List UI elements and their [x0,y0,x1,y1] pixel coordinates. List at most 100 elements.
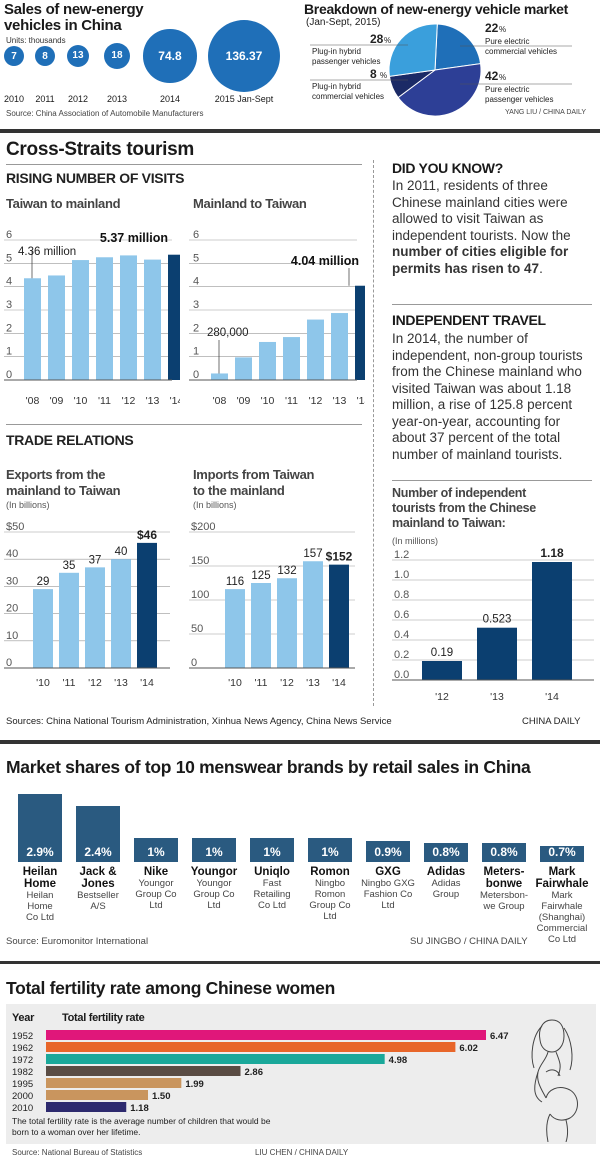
bar [120,255,137,380]
menswear-value-label: 1% [321,845,339,859]
bar-value-label: 29 [37,576,50,588]
ind-chart-unit: (In millions) [392,536,439,546]
bar-value-label: 37 [89,554,102,566]
y-tick-label: 0.0 [394,669,409,681]
bar-value-label: 0.523 [483,614,512,626]
y-tick-label: 100 [191,589,209,601]
y-tick-label: 4 [6,276,12,288]
bar [532,562,572,680]
pie-label: passenger vehicles [312,57,380,66]
bar [355,285,365,380]
y-tick-label: 0.8 [394,589,409,601]
fertility-col-rate: Total fertility rate [62,1012,145,1024]
tourism-source: Sources: China National Tourism Administ… [6,716,392,727]
fertility-value-label: 1.99 [185,1079,204,1090]
imports-title-2: to the mainland [193,483,285,498]
exports-chart: 0 10 20 30 40 $50 '10 29 '11 35 '12 37 '13 40 '14 $46 [4,521,170,689]
y-tick-label: 0 [6,369,12,381]
bar [168,254,180,380]
bar-value-label: 116 [226,576,244,588]
pie-pct-sign: % [384,36,391,45]
fertility-year-label: 1982 [12,1067,33,1078]
bar [72,260,89,380]
nev-bubble: 7 [4,46,24,66]
menswear-brand-company: (Shanghai) [538,912,586,923]
menswear-value-label: 0.9% [374,845,402,859]
fertility-year-label: 2010 [12,1103,33,1114]
nev-sales-title: Sales of new-energy vehicles in China [4,1,144,34]
independent-rule [392,480,592,481]
bar-value-label: 1.18 [540,548,564,560]
bar-value-label: 132 [277,565,296,577]
bar-value-label: 40 [115,546,128,558]
bar-value-label: 0.19 [431,647,453,659]
menswear-brand-company: Ltd [323,911,337,922]
pie-slice [397,63,482,117]
nev-bubble: 13 [66,44,90,68]
tourism-credit: CHINA DAILY [522,716,581,727]
nev-bubble-year: 2012 [67,94,89,104]
annotation: 4.36 million [18,246,76,258]
x-tick-label: '08 [26,395,40,407]
tw-to-main-chart: 0 1 2 3 4 5 6 '08 '09 '10 '11 '12 '13 '14 4.36 million… [4,229,180,407]
dyk-body: In 2011, residents of three Chinese main… [392,178,592,277]
y-tick-label: 1.0 [394,569,409,581]
menswear-bar [540,846,584,862]
bar-value-label: $152 [326,550,353,564]
y-tick-label: 50 [191,623,203,635]
menswear-brand-name: Adidas [426,866,466,878]
fertility-value-label: 1.18 [130,1103,149,1114]
menswear-value-label: 0.7% [548,845,576,859]
nev-bubble-year: 2011 [35,94,55,104]
x-tick-label: '10 [261,395,275,407]
x-tick-label: '09 [50,395,64,407]
pie-slice [388,23,438,77]
tourism-title-rule [6,164,362,165]
menswear-brand-company: Ningbo [314,878,346,889]
pie-label: commercial vehicles [312,92,384,101]
imports-chart: 0 50 100 150 $200 '10 116 '11 125 '12 132 '13 157 '14… [189,521,355,689]
bar [225,589,245,668]
menswear-brand-name: Heilan [22,866,58,878]
bar [33,589,53,668]
fertility-bar [46,1054,385,1064]
pregnant-woman-illustration [531,1019,578,1142]
menswear-brand-name: GXG [375,866,401,878]
menswear-value-label: 0.8% [490,845,518,859]
nev-market-title: Breakdown of new-energy vehicle market [304,1,569,17]
y-tick-label: 0 [191,657,197,669]
pie-pct: 8 [370,67,377,81]
pie-label: Plug-in hybrid [312,47,361,56]
x-tick-label: '09 [237,395,251,407]
y-tick-label: 3 [193,299,199,311]
menswear-value-label: 1% [205,845,223,859]
nev-bubble: 18 [103,42,131,70]
menswear-brand-name: Meters- [483,866,525,878]
menswear-brand-company: Bestseller [77,890,119,901]
y-tick-label: 3 [6,299,12,311]
x-tick-label: '11 [63,677,76,689]
visits-heading: RISING NUMBER OF VISITS [6,170,185,186]
independent-text: In 2014, the number of independent, non-… [392,331,583,462]
pie-pct: 28 [370,32,384,46]
menswear-brand-company: Youngor [196,878,232,889]
menswear-credit: SU JINGBO / CHINA DAILY [410,936,528,947]
pie-pct: 42 [485,69,499,83]
bar [303,561,323,668]
bar [277,578,297,668]
x-tick-label: '12 [88,677,102,689]
x-tick-label: '13 [490,691,504,703]
nev-bubble: 136.37 [208,20,280,92]
pie-label: Pure electric [485,37,529,46]
tourism-title: Cross-Straits tourism [6,139,194,160]
menswear-brand-name: Romon [310,866,350,878]
section-divider [0,961,600,964]
menswear-brand-company: Ningbo GXG [361,878,415,889]
fertility-value-label: 2.86 [244,1067,263,1078]
x-tick-label: '08 [213,395,227,407]
menswear-brand-name: Fairwhale [535,878,589,890]
menswear-brand-name: Uniqlo [254,866,290,878]
menswear-brand-company: Fast [262,878,282,889]
bar [111,559,131,668]
